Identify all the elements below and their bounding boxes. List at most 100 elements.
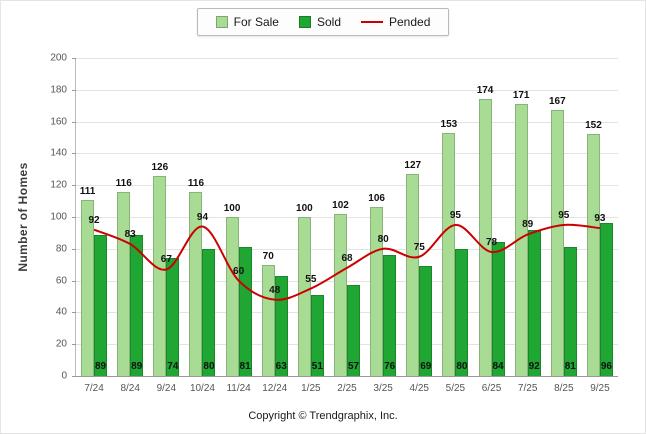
for-sale-value-label: 167: [548, 96, 566, 108]
for-sale-bar: [189, 191, 203, 376]
sold-bar: [491, 242, 505, 376]
sold-bar: [347, 285, 360, 376]
pended-value-label: 68: [341, 252, 353, 264]
sold-value-label: 74: [167, 361, 179, 372]
legend-label-pended: Pended: [389, 15, 431, 29]
y-axis-tickmark: [72, 248, 76, 250]
sold-value-label: 69: [420, 361, 432, 372]
gridline: [76, 248, 618, 250]
for-sale-value-label: 116: [115, 177, 132, 189]
pended-line: [93, 223, 601, 301]
pended-value-label: 95: [449, 209, 461, 221]
sold-value-label: 96: [600, 361, 612, 372]
sold-value-label: 57: [347, 361, 360, 372]
y-axis-tick-label: 120: [50, 179, 67, 191]
for-sale-bar: [81, 199, 95, 376]
pended-line-swatch-icon: [361, 21, 383, 23]
pended-value-label: 48: [269, 284, 281, 296]
x-axis-tick-label: 5/25: [445, 383, 466, 394]
y-axis-tick-label: 140: [50, 147, 67, 159]
sold-value-label: 63: [275, 361, 287, 372]
sold-bar: [563, 247, 577, 376]
plot-area: 0 20 40 60 80 100 120 140 160 180 200 7/24 8/24 9/24 1…: [50, 53, 618, 394]
legend-label-sold: Sold: [316, 15, 341, 29]
x-axis-tick-label: 9/24: [156, 383, 177, 394]
sold-value-label: 76: [384, 361, 396, 372]
sold-bar: [383, 255, 397, 376]
y-axis-tickmark: [72, 217, 76, 218]
pended-value-label: 92: [88, 214, 100, 226]
y-axis-tickmark: [72, 89, 76, 91]
sold-bar: [419, 266, 433, 376]
for-sale-value-label: 127: [404, 160, 422, 172]
y-axis-title: Number of Homes: [16, 162, 30, 272]
sold-swatch-icon: [298, 16, 311, 28]
pended-value-label: 94: [196, 211, 209, 223]
gridline: [76, 280, 618, 282]
x-axis-tick-label: 10/24: [189, 383, 215, 394]
for-sale-value-label: 100: [223, 203, 241, 214]
sold-bar: [166, 258, 180, 376]
sold-bar: [455, 248, 469, 376]
for-sale-value-label: 174: [476, 85, 494, 97]
y-axis-tickmark: [72, 344, 76, 346]
sold-value-label: 84: [492, 361, 504, 372]
sold-value-label: 80: [203, 361, 215, 372]
x-axis-tick-label: 7/25: [517, 383, 538, 394]
y-axis-tickmark: [72, 58, 76, 59]
legend-item-sold: Sold: [298, 15, 341, 29]
for-sale-swatch-icon: [215, 16, 228, 28]
x-axis-tick-label: 6/25: [481, 383, 502, 394]
gridline: [76, 89, 618, 91]
y-axis-tickmark: [72, 376, 76, 377]
sold-value-label: 92: [528, 361, 540, 372]
y-axis-tick-label: 0: [61, 370, 67, 382]
y-axis-tickmark: [72, 121, 76, 123]
for-sale-value-label: 116: [187, 177, 205, 189]
pended-value-label: 67: [160, 254, 172, 266]
for-sale-value-label: 171: [512, 90, 530, 102]
gridline: [76, 217, 618, 218]
x-axis-tick-label: 2/25: [337, 383, 357, 394]
for-sale-bar: [514, 104, 528, 376]
y-axis-tick-label: 80: [55, 243, 67, 255]
x-axis-tick-label: 12/24: [262, 383, 288, 394]
sold-value-label: 81: [564, 361, 576, 372]
y-axis-tick-label: 100: [50, 211, 67, 223]
pended-value-label: 95: [558, 209, 570, 221]
gridline: [76, 58, 618, 59]
sold-bar: [130, 234, 144, 376]
for-sale-bar: [153, 175, 167, 376]
pended-value-label: 55: [305, 273, 317, 285]
sold-value-label: 89: [131, 361, 143, 372]
pended-value-label: 60: [233, 265, 245, 277]
y-axis-tick-label: 40: [55, 306, 67, 318]
x-axis-tick-label: 1/25: [301, 383, 321, 394]
for-sale-bar: [261, 264, 275, 376]
legend-box: For Sale Sold Pended: [196, 8, 450, 36]
legend-label-for-sale: For Sale: [233, 15, 279, 29]
pended-value-label: 93: [594, 213, 606, 225]
y-axis-tick-label: 60: [55, 275, 67, 287]
x-axis-tick-label: 9/25: [590, 383, 610, 394]
gridline: [76, 185, 618, 187]
sold-bar: [599, 223, 613, 376]
sold-bar: [202, 248, 216, 376]
sold-bar: [310, 294, 324, 376]
legend-item-pended: Pended: [361, 15, 430, 29]
for-sale-value-label: 153: [440, 118, 458, 130]
pended-value-label: 83: [124, 229, 136, 241]
for-sale-bar: [117, 191, 131, 376]
sold-value-label: 80: [456, 361, 468, 372]
sold-value-label: 89: [95, 361, 107, 372]
gridline: [76, 153, 618, 155]
for-sale-value-label: 152: [585, 120, 602, 132]
pended-value-label: 78: [485, 236, 498, 248]
legend-item-for-sale: For Sale: [215, 15, 279, 29]
sold-bar: [527, 229, 541, 376]
for-sale-bar: [406, 174, 420, 376]
for-sale-bar: [442, 132, 456, 376]
pended-value-label: 80: [377, 233, 389, 245]
sold-value-label: 51: [311, 361, 323, 372]
